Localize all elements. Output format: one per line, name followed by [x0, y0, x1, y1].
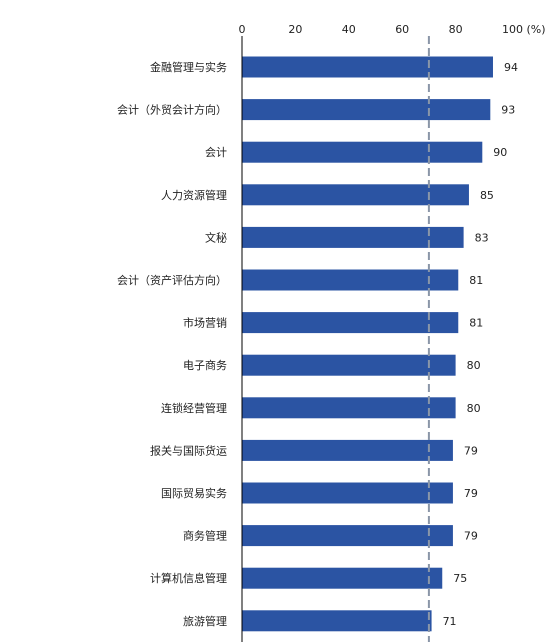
category-label: 人力资源管理	[161, 188, 227, 202]
x-tick-label: 100 (%)	[502, 23, 546, 36]
value-label: 80	[467, 402, 481, 415]
category-label: 会计（外贸会计方向）	[117, 103, 227, 117]
value-label: 80	[467, 359, 481, 372]
value-label: 90	[493, 146, 507, 159]
value-labels: 94 93 90 85 83 81 81 80 80 79 79 79 75 71	[443, 61, 518, 628]
value-label: 79	[464, 487, 478, 500]
category-label: 电子商务	[183, 358, 227, 372]
value-label: 93	[501, 104, 515, 117]
x-tick-label: 20	[288, 23, 302, 36]
x-tick-label: 60	[395, 23, 409, 36]
category-label: 金融管理与实务	[150, 60, 227, 74]
category-label: 商务管理	[183, 529, 227, 543]
value-label: 79	[464, 530, 478, 543]
x-tick-label: 0	[239, 23, 246, 36]
category-label: 连锁经营管理	[161, 401, 227, 415]
category-label: 报关与国际货运	[150, 443, 227, 457]
bars-group	[242, 56, 493, 632]
category-label: 市场营销	[183, 316, 227, 330]
x-tick-label: 80	[449, 23, 463, 36]
bar	[242, 397, 456, 419]
bar	[242, 354, 456, 376]
x-axis-ticks: 0 20 40 60 80 100 (%)	[239, 23, 546, 36]
bar	[242, 482, 453, 504]
category-label: 会计	[205, 146, 227, 159]
bar	[242, 525, 453, 547]
bar	[242, 99, 491, 121]
category-label: 旅游管理	[183, 614, 227, 628]
category-label: 文秘	[205, 230, 227, 244]
value-label: 81	[469, 317, 483, 330]
value-label: 83	[475, 231, 489, 244]
bar	[242, 312, 459, 334]
bar	[242, 439, 453, 461]
value-label: 94	[504, 61, 518, 74]
bar	[242, 141, 483, 163]
bar	[242, 56, 493, 78]
value-label: 85	[480, 189, 494, 202]
value-label: 71	[443, 615, 457, 628]
bar	[242, 567, 443, 589]
bar	[242, 184, 469, 206]
category-label: 国际贸易实务	[161, 486, 227, 500]
category-label: 计算机信息管理	[150, 571, 227, 585]
value-label: 79	[464, 444, 478, 457]
bar	[242, 269, 459, 291]
value-label: 81	[469, 274, 483, 287]
bar	[242, 226, 464, 248]
category-label: 会计（资产评估方向）	[117, 273, 227, 287]
x-tick-label: 40	[342, 23, 356, 36]
bar	[242, 610, 432, 632]
value-label: 75	[453, 572, 467, 585]
